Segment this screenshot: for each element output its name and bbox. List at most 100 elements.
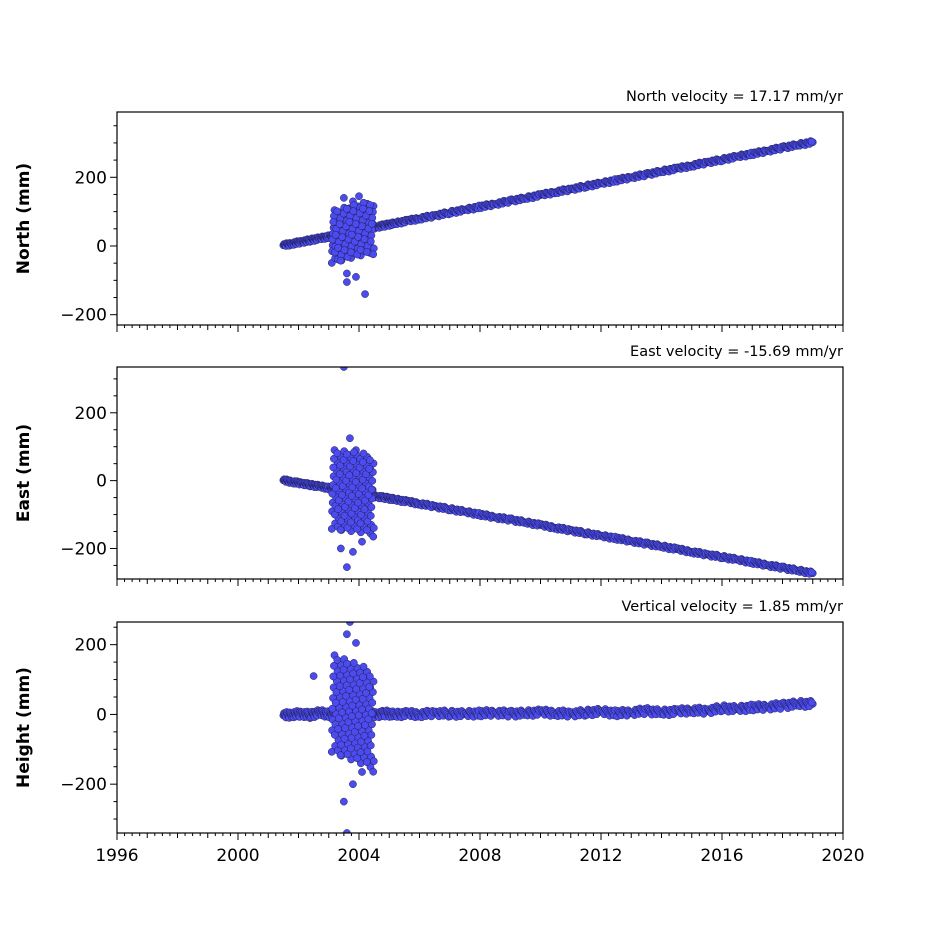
height-y-tick-label: 200 (75, 636, 107, 656)
noise-cluster-point (334, 725, 342, 733)
noise-cluster-point (359, 204, 367, 213)
noise-cluster-point (347, 248, 355, 257)
x-tick-label: 1996 (95, 846, 138, 866)
x-tick-label: 2008 (458, 846, 501, 866)
noise-cluster-point (343, 659, 351, 668)
noise-cluster-point (350, 728, 359, 736)
noise-cluster-point (334, 243, 342, 252)
noise-cluster-point (360, 505, 369, 514)
noise-cluster-point (350, 448, 358, 457)
noise-cluster-point (356, 748, 365, 757)
north-y-tick-label: −200 (60, 306, 107, 326)
noise-cluster-point (354, 722, 362, 730)
noise-cluster-point (345, 217, 354, 226)
east-y-tick-label: 200 (75, 404, 107, 424)
noise-cluster-point (340, 511, 349, 520)
height-velocity-title: Vertical velocity = 1.85 mm/yr (622, 599, 844, 615)
height-data-point (358, 768, 366, 776)
east-data-point (343, 563, 351, 571)
east-axes-frame (116, 366, 844, 580)
noise-cluster-point (347, 744, 355, 753)
noise-cluster-point (328, 704, 337, 713)
noise-cluster-point (363, 526, 371, 534)
noise-cluster-point (340, 246, 349, 254)
east-data-point (340, 367, 348, 371)
noise-cluster-point (359, 449, 368, 458)
noise-cluster-point (330, 661, 338, 670)
noise-cluster-point (366, 237, 375, 246)
noise-cluster-point (334, 714, 343, 723)
east-y-tick-label: 0 (96, 472, 107, 492)
noise-cluster-point (339, 665, 348, 674)
noise-cluster-point (331, 698, 340, 707)
north-data-point (352, 273, 360, 281)
east-y-tick-label: −200 (60, 539, 107, 559)
noise-cluster-point (365, 207, 374, 215)
noise-cluster-point (346, 675, 354, 684)
north-data-point (340, 194, 348, 202)
x-tick-label: 2020 (821, 846, 864, 866)
noise-cluster-point (358, 705, 366, 714)
noise-cluster-point (349, 669, 358, 678)
east-data-point (358, 537, 366, 546)
east-panel: −200 0 200 East (mm) East velocity = -15.69 … (14, 344, 844, 586)
noise-cluster-point (365, 683, 374, 691)
noise-cluster-point (368, 698, 377, 707)
noise-cluster-point (329, 218, 338, 226)
north-data-point (355, 192, 363, 200)
noise-cluster-point (335, 470, 344, 478)
height-data-point (343, 630, 351, 639)
noise-cluster-point (332, 688, 341, 696)
north-data-point (343, 278, 351, 286)
noise-cluster-point (338, 491, 346, 499)
noise-cluster-point (330, 731, 339, 739)
noise-cluster-point (344, 718, 353, 727)
noise-cluster-point (369, 757, 378, 765)
noise-cluster-point (360, 731, 369, 740)
noise-cluster-point (355, 679, 364, 688)
height-points (279, 622, 817, 833)
noise-cluster-point (353, 754, 362, 763)
north-velocity-title: North velocity = 17.17 mm/yr (626, 89, 843, 105)
height-panel: −200 0 200 1996 2000 2004 2008 2012 2016 2020 Heig… (14, 599, 865, 866)
north-data-point (361, 290, 369, 298)
north-panel: −200 0 200 North (mm) North velocity = 17.17… (14, 89, 844, 332)
x-tick-label: 2012 (579, 846, 622, 866)
noise-cluster-point (348, 701, 357, 710)
noise-cluster-point (340, 734, 349, 743)
noise-cluster-point (363, 248, 371, 256)
height-y-axis-label: Height (mm) (14, 667, 34, 788)
noise-cluster-point (349, 207, 358, 215)
noise-cluster-point (367, 485, 376, 494)
noise-cluster-point (336, 256, 345, 265)
noise-cluster-point (366, 456, 374, 464)
noise-cluster-point (354, 498, 362, 507)
noise-cluster-point (333, 449, 342, 458)
noise-cluster-point (342, 692, 350, 700)
east-data-point (346, 434, 354, 443)
noise-cluster-point (351, 220, 360, 228)
noise-cluster-point (343, 450, 351, 459)
noise-cluster-point (357, 737, 365, 746)
noise-cluster-point (349, 457, 358, 465)
noise-cluster-point (362, 689, 370, 697)
north-y-axis-label: North (mm) (14, 163, 34, 274)
noise-cluster-point (329, 672, 338, 681)
noise-cluster-point (347, 492, 356, 500)
north-y-tick-label: 0 (96, 237, 107, 257)
noise-cluster-point (367, 731, 376, 739)
noise-cluster-point (345, 471, 354, 480)
noise-cluster-point (350, 659, 358, 667)
east-y-axis-label: East (mm) (14, 424, 34, 522)
noise-cluster-point (335, 682, 344, 690)
east-points (279, 367, 817, 578)
noise-cluster-point (369, 767, 378, 776)
noise-cluster-point (336, 751, 345, 760)
height-data-point (352, 639, 360, 647)
height-data-point (340, 797, 348, 806)
noise-cluster-point (338, 708, 346, 717)
noise-cluster-point (331, 231, 340, 239)
height-axes-frame (116, 621, 844, 834)
x-tick-label: 2000 (216, 846, 259, 866)
noise-cluster-point (367, 503, 376, 511)
